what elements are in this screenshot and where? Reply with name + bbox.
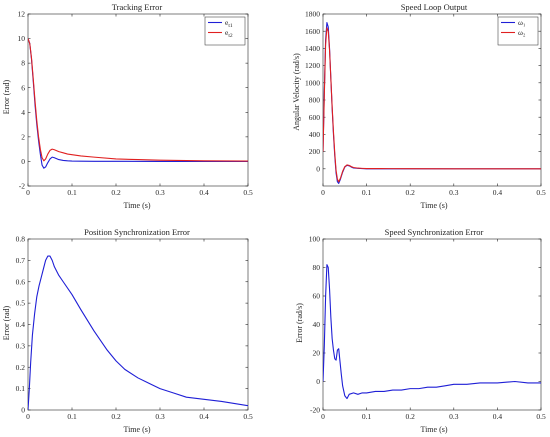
x-tick-label: 0.3	[449, 188, 459, 197]
chart-title: Position Synchronization Error	[84, 227, 190, 237]
plot-area	[27, 13, 249, 187]
x-tick-label: 0	[321, 412, 325, 421]
series-line-1	[323, 264, 541, 400]
y-tick-label: 800	[309, 96, 321, 105]
y-tick-label: 600	[309, 113, 321, 122]
panel-speed-synchronization-error: Speed Synchronization Error Time (s) Err…	[295, 227, 546, 434]
y-tick-label: -2	[19, 182, 25, 191]
y-tick-label: 10	[18, 34, 26, 43]
y-tick-label: 40	[313, 320, 321, 329]
y-axis-label: Error (rad)	[2, 79, 11, 114]
y-tick-label: 1600	[305, 27, 320, 36]
series-line-2	[28, 38, 248, 162]
x-tick-label: 0.3	[155, 188, 165, 197]
x-tick-label: 0.2	[406, 412, 416, 421]
x-tick-label: 0.2	[111, 188, 121, 197]
x-tick-label: 0.5	[243, 188, 253, 197]
y-tick-label: 20	[313, 349, 321, 358]
legend-box	[204, 16, 246, 46]
y-tick-label: 0	[316, 377, 320, 386]
legend-box	[497, 16, 539, 46]
legend-label: et1	[225, 18, 233, 29]
y-tick-label: 1400	[305, 44, 320, 53]
x-tick-label: 0.4	[199, 188, 209, 197]
y-tick-label: 400	[309, 130, 321, 139]
y-tick-label: 4	[21, 108, 25, 117]
chart-title: Tracking Error	[112, 2, 163, 12]
x-tick-label: 0.3	[449, 412, 459, 421]
y-tick-label: 0.1	[16, 384, 26, 393]
y-axis-label: Error (rad)	[2, 305, 11, 340]
x-tick-label: 0	[26, 412, 30, 421]
y-tick-label: 200	[309, 147, 321, 156]
x-tick-label: 0.5	[536, 188, 546, 197]
y-tick-label: 0.6	[16, 277, 26, 286]
x-tick-label: 0.1	[362, 412, 372, 421]
series-line-1	[323, 22, 541, 184]
y-tick-label: 0.3	[16, 341, 26, 350]
x-tick-label: 0.1	[67, 412, 77, 421]
plot-area	[322, 238, 542, 411]
x-axis-label: Time (s)	[123, 201, 150, 210]
chart-title: Speed Synchronization Error	[385, 227, 484, 237]
y-tick-label: 0.8	[16, 235, 26, 244]
x-tick-label: 0.4	[493, 412, 503, 421]
x-axis-label: Time (s)	[420, 201, 447, 210]
y-tick-label: 60	[313, 292, 321, 301]
y-tick-label: 0.5	[16, 299, 26, 308]
y-tick-label: 100	[309, 235, 321, 244]
y-tick-label: 0	[21, 157, 25, 166]
y-tick-label: 0.4	[16, 320, 26, 329]
y-tick-label: 0.7	[16, 256, 26, 265]
y-tick-label: 0.2	[16, 363, 26, 372]
x-tick-label: 0.1	[362, 188, 372, 197]
x-tick-label: 0.2	[111, 412, 121, 421]
x-axis-label: Time (s)	[420, 425, 447, 434]
y-tick-label: 1200	[305, 61, 320, 70]
series-line-1	[28, 255, 248, 410]
legend-label: ω₂	[518, 28, 526, 37]
x-tick-label: 0.4	[199, 412, 209, 421]
y-tick-label: 0	[316, 164, 320, 173]
y-axis-label: Error (rad/s)	[295, 303, 304, 343]
y-tick-label: 6	[21, 83, 25, 92]
y-tick-label: 2	[21, 132, 25, 141]
y-tick-label: 80	[313, 263, 321, 272]
y-tick-label: 0	[21, 406, 25, 415]
x-tick-label: 0	[321, 188, 325, 197]
panel-tracking-error: Tracking Error Time (s) Error (rad) 0 0.1…	[2, 2, 253, 210]
plot-area	[27, 238, 249, 411]
y-tick-label: -20	[310, 406, 320, 415]
x-tick-label: 0	[26, 188, 30, 197]
x-tick-label: 0.3	[155, 412, 165, 421]
x-axis-label: Time (s)	[123, 425, 150, 434]
chart-title: Speed Loop Output	[401, 2, 468, 12]
x-tick-label: 0.2	[406, 188, 416, 197]
y-tick-label: 1000	[305, 78, 320, 87]
y-tick-label: 12	[18, 10, 26, 19]
legend-label: ω₁	[518, 18, 526, 27]
y-axis-label: Angular Velocity (rad/s)	[292, 53, 301, 131]
x-tick-label: 0.4	[493, 188, 503, 197]
series-line-1	[28, 38, 248, 169]
legend-label: et2	[225, 28, 233, 39]
panel-position-synchronization-error: Position Synchronization Error Time (s) …	[2, 227, 253, 434]
x-tick-label: 0.5	[536, 412, 546, 421]
y-tick-label: 1800	[305, 10, 320, 19]
x-tick-label: 0.5	[243, 412, 253, 421]
x-tick-label: 0.1	[67, 188, 77, 197]
series-line-2	[323, 27, 541, 183]
y-tick-label: 8	[21, 59, 25, 68]
panel-speed-loop-output: Speed Loop Output Time (s) Angular Veloc…	[292, 2, 546, 210]
